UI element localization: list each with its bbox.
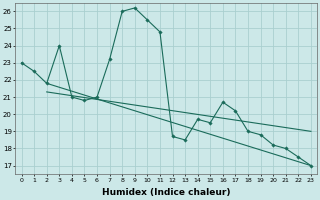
X-axis label: Humidex (Indice chaleur): Humidex (Indice chaleur) <box>102 188 230 197</box>
